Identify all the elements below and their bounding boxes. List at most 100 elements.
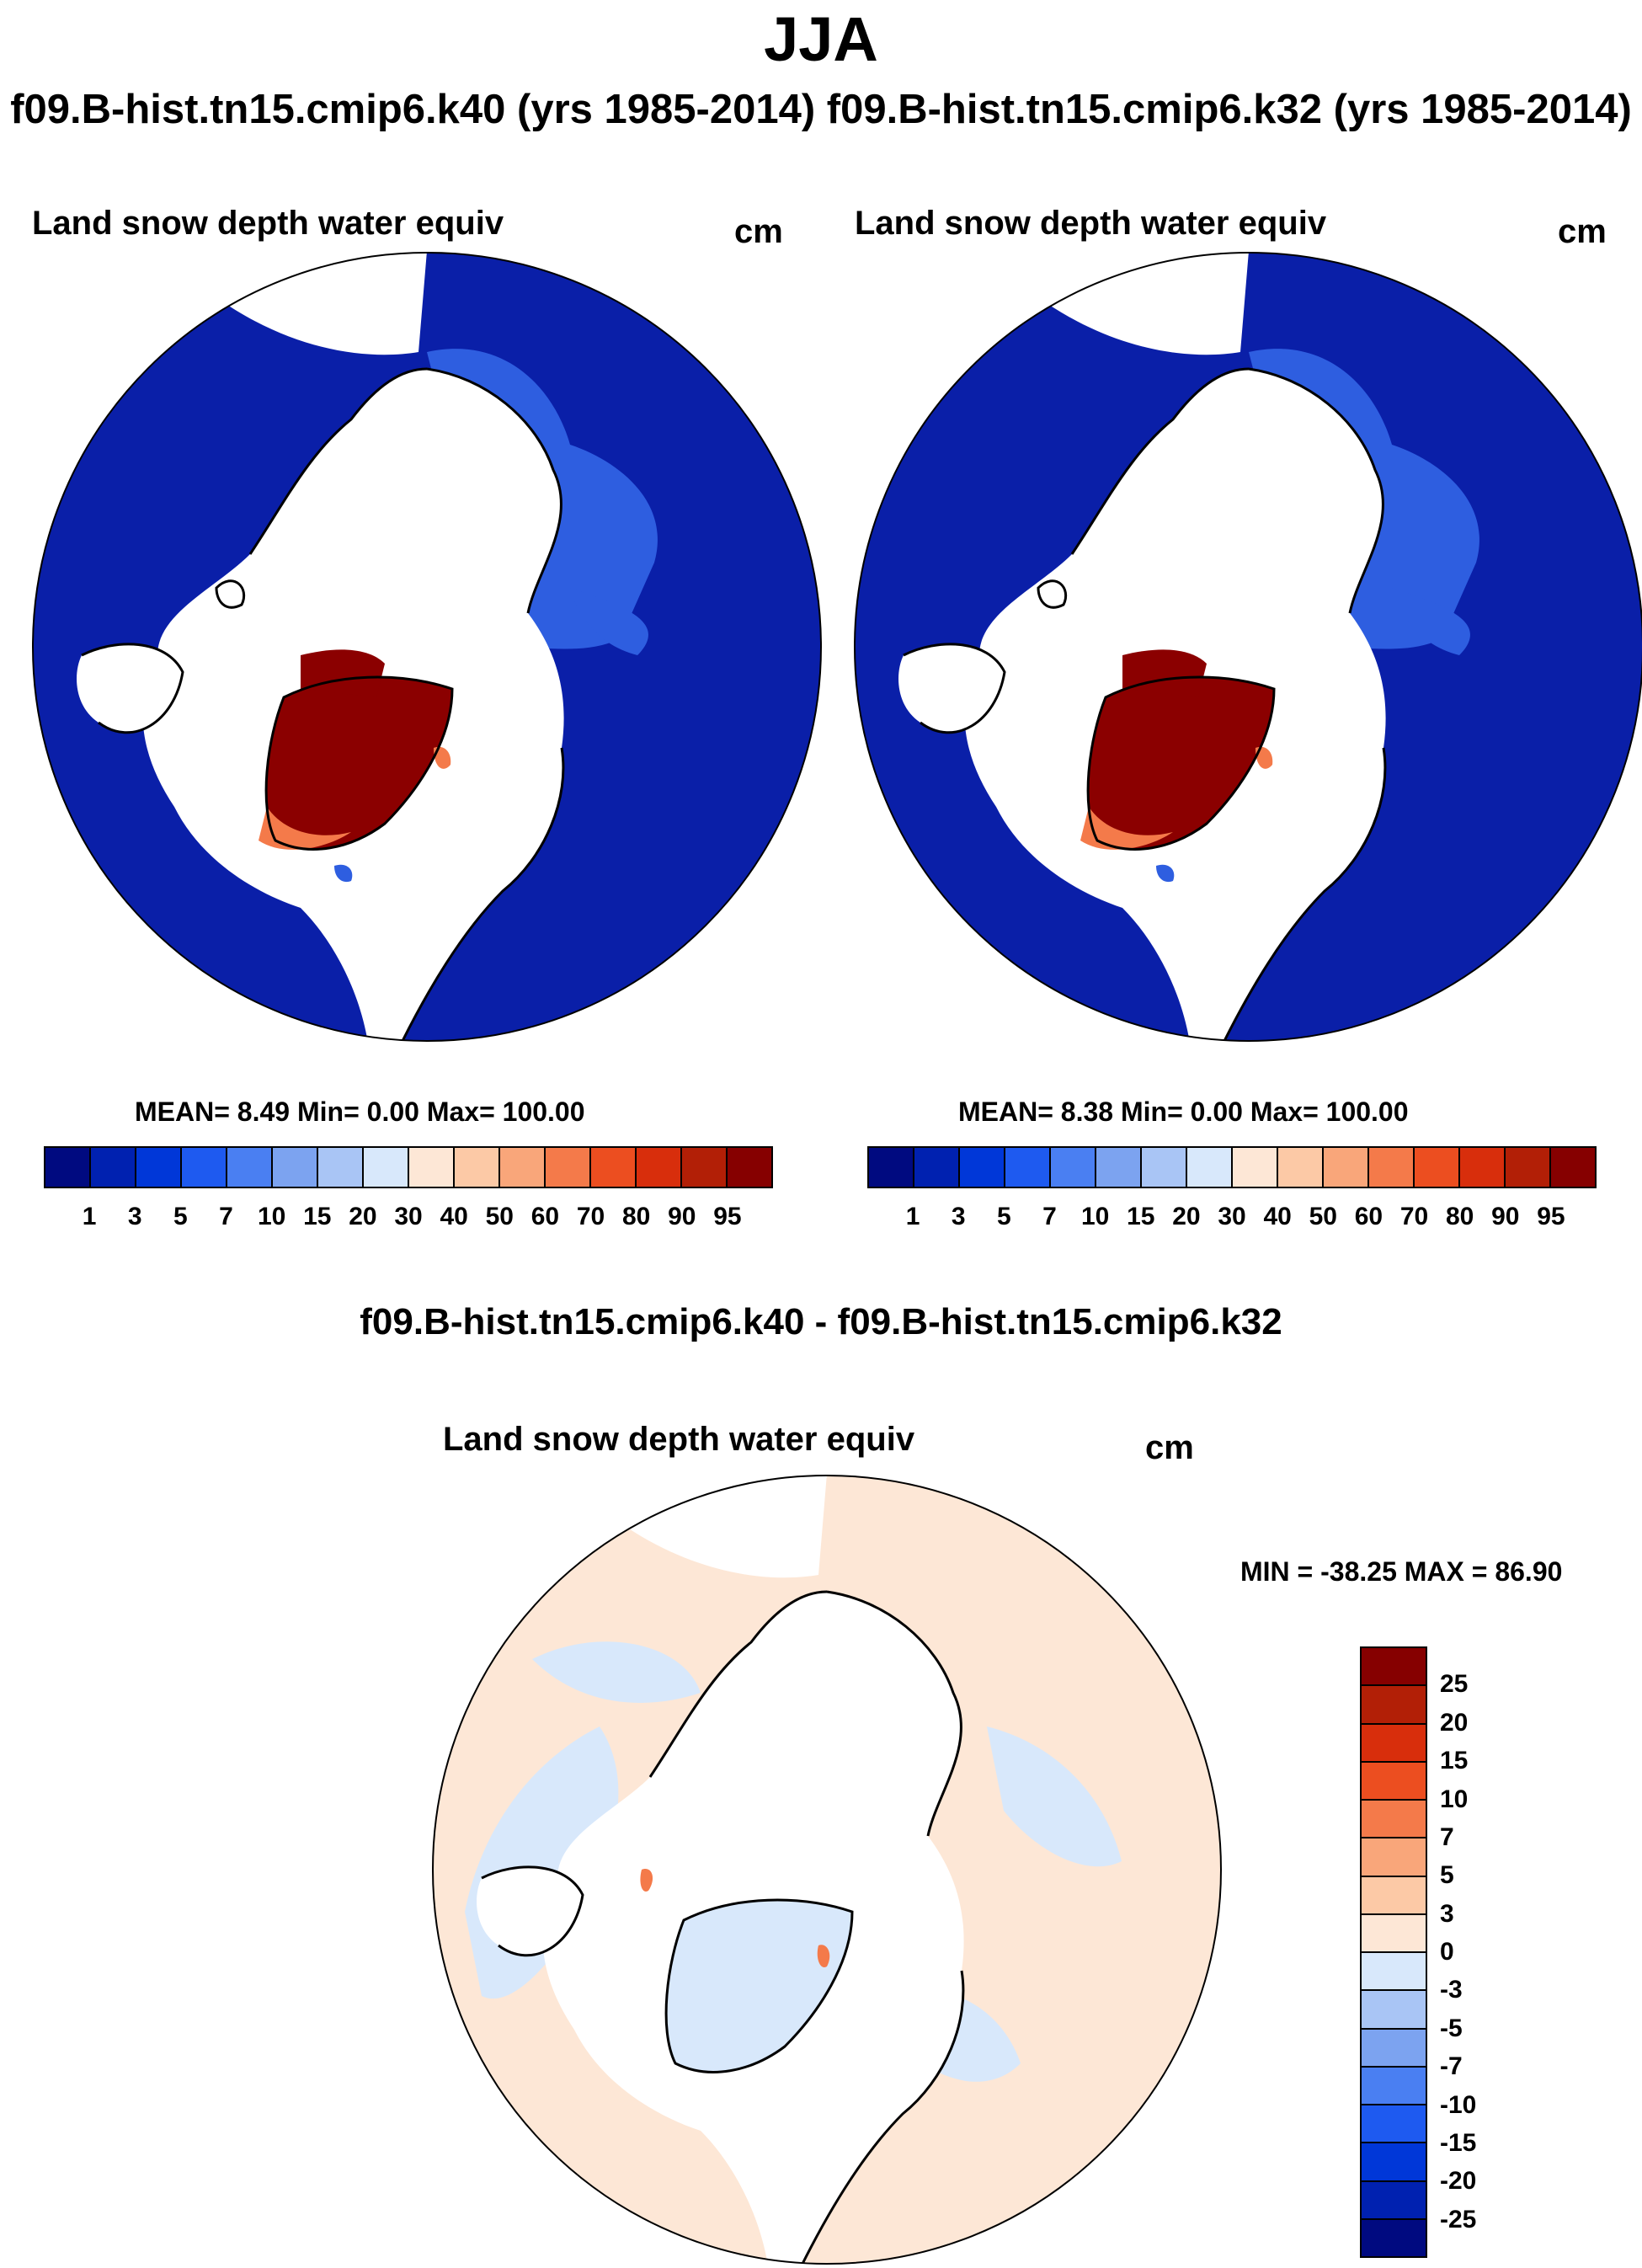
diff-panel-units: cm <box>1145 1429 1194 1466</box>
diff-colorbar-tick-label: -7 <box>1440 2052 1463 2081</box>
panel2-colorbar <box>867 1146 1597 1188</box>
panel1-colorbar-swatch <box>91 1148 136 1187</box>
panel2-colorbar-tick-label: 15 <box>1127 1203 1155 1230</box>
panel1-colorbar-tick-label: 3 <box>127 1203 142 1230</box>
diff-colorbar-tick-label: 7 <box>1440 1822 1454 1851</box>
diff-colorbar-tick-label: 5 <box>1440 1861 1454 1890</box>
panel2-colorbar-swatch <box>1551 1148 1595 1187</box>
panel1-colorbar <box>44 1146 773 1188</box>
panel2-colorbar-tick-label: 10 <box>1080 1203 1110 1230</box>
diff-colorbar-swatch <box>1362 2105 1426 2144</box>
diff-colorbar-swatch <box>1362 1876 1426 1915</box>
panel2-colorbar-swatch <box>1051 1148 1096 1187</box>
panel2-colorbar-ticks: 1 3 5 7 10 15 20 30 40 50 60 70 80 90 95 <box>867 1203 1597 1236</box>
panel2-colorbar-tick-label: 40 <box>1263 1203 1292 1230</box>
panel2-greenland <box>1080 649 1274 850</box>
diff-colorbar <box>1360 1646 1427 2258</box>
diff-colorbar-tick-label: 25 <box>1440 1670 1469 1699</box>
diff-colorbar-tick-label: -25 <box>1440 2205 1477 2233</box>
panel1-colorbar-swatch <box>728 1148 771 1187</box>
panel1-colorbar-swatch <box>500 1148 546 1187</box>
panel2-colorbar-swatch <box>960 1148 1005 1187</box>
panel1-colorbar-swatch <box>45 1148 91 1187</box>
diff-colorbar-swatch <box>1362 1838 1426 1877</box>
panel1-greenland <box>259 649 452 850</box>
panel1-colorbar-tick-label: 50 <box>485 1203 514 1230</box>
diff-colorbar-tick-label: 3 <box>1440 1899 1454 1928</box>
panel1-colorbar-swatch <box>409 1148 455 1187</box>
panel1-colorbar-tick-label: 7 <box>219 1203 233 1230</box>
figure-title: JJA <box>764 4 878 74</box>
diff-colorbar-swatch <box>1362 1724 1426 1763</box>
diff-colorbar-tick-label: 10 <box>1440 1785 1469 1813</box>
panel2-colorbar-tick-label: 90 <box>1491 1203 1520 1230</box>
panel2-colorbar-tick-label: 1 <box>905 1203 920 1230</box>
panel1-colorbar-tick-label: 60 <box>530 1203 560 1230</box>
diff-colorbar-tick-label: 0 <box>1440 1938 1454 1966</box>
diff-colorbar-swatch <box>1362 2219 1426 2256</box>
panel1-colorbar-swatch <box>136 1148 182 1187</box>
diff-colorbar-swatch <box>1362 1991 1426 2030</box>
panel1-colorbar-swatch <box>318 1148 364 1187</box>
panel1-colorbar-tick-label: 80 <box>621 1203 651 1230</box>
diff-colorbar-swatch <box>1362 2181 1426 2220</box>
diff-colorbar-swatch <box>1362 1762 1426 1801</box>
panel2-colorbar-swatch <box>1415 1148 1460 1187</box>
panel1-colorbar-swatch <box>273 1148 318 1187</box>
panel1-colorbar-tick-label: 40 <box>440 1203 468 1230</box>
panel1-colorbar-tick-label: 30 <box>394 1203 423 1230</box>
panel2-colorbar-swatch <box>914 1148 960 1187</box>
diff-panel-stats: MIN = -38.25 MAX = 86.90 <box>1240 1556 1563 1587</box>
diff-colorbar-tick-label: -5 <box>1440 2014 1463 2042</box>
panel2-colorbar-tick-label: 30 <box>1218 1203 1246 1230</box>
diff-colorbar-tick-label: 20 <box>1440 1708 1469 1737</box>
difference-heading: f09.B-hist.tn15.cmip6.k40 - f09.B-hist.t… <box>360 1301 1282 1342</box>
panel1-colorbar-tick-label: 70 <box>576 1203 605 1230</box>
panel2-colorbar-swatch <box>1233 1148 1278 1187</box>
panel1-colorbar-swatch <box>227 1148 273 1187</box>
panel1-polar-map <box>32 252 822 1042</box>
panel2-colorbar-tick-label: 5 <box>997 1203 1011 1230</box>
panel1-colorbar-swatch <box>546 1148 591 1187</box>
panel1-colorbar-tick-label: 95 <box>713 1203 742 1230</box>
diff-colorbar-tick-label: -20 <box>1440 2167 1477 2196</box>
diff-colorbar-tick-label: -15 <box>1440 2128 1477 2157</box>
panel2-colorbar-tick-label: 3 <box>951 1203 966 1230</box>
panel2-colorbar-swatch <box>1278 1148 1324 1187</box>
diff-colorbar-swatch <box>1362 1801 1426 1839</box>
panel2-units: cm <box>1558 213 1607 250</box>
diff-colorbar-tick-label: -10 <box>1440 2090 1477 2119</box>
panel1-colorbar-tick-label: 15 <box>303 1203 332 1230</box>
panel2-colorbar-swatch <box>869 1148 914 1187</box>
panel1-units: cm <box>734 213 783 250</box>
panel1-colorbar-tick-label: 90 <box>668 1203 696 1230</box>
diff-colorbar-swatch <box>1362 1914 1426 1953</box>
diff-colorbar-swatch <box>1362 1686 1426 1725</box>
panel2-colorbar-swatch <box>1506 1148 1551 1187</box>
panel2-colorbar-swatch <box>1187 1148 1233 1187</box>
panel1-colorbar-tick-label: 20 <box>349 1203 377 1230</box>
panel2-colorbar-swatch <box>1142 1148 1187 1187</box>
panel1-colorbar-swatch <box>455 1148 500 1187</box>
panel2-title: Land snow depth water equiv <box>855 205 1327 242</box>
panel2-colorbar-tick-label: 95 <box>1537 1203 1565 1230</box>
panel1-title: Land snow depth water equiv <box>32 205 504 242</box>
diff-colorbar-swatch <box>1362 2029 1426 2068</box>
diff-colorbar-swatch <box>1362 1953 1426 1992</box>
figure-subtitle: f09.B-hist.tn15.cmip6.k40 (yrs 1985-2014… <box>10 87 1632 132</box>
panel2-colorbar-tick-label: 80 <box>1445 1203 1474 1230</box>
diff-colorbar-tick-label: -3 <box>1440 1976 1463 2004</box>
panel2-polar-map <box>854 252 1642 1042</box>
panel1-colorbar-swatch <box>637 1148 682 1187</box>
panel2-colorbar-swatch <box>1005 1148 1051 1187</box>
diff-colorbar-swatch <box>1362 1648 1426 1687</box>
diff-colorbar-tick-label: 15 <box>1440 1747 1469 1775</box>
diff-colorbar-swatch <box>1362 2143 1426 2182</box>
diff-colorbar-swatch <box>1362 2067 1426 2105</box>
panel2-colorbar-tick-label: 20 <box>1172 1203 1201 1230</box>
panel1-colorbar-swatch <box>682 1148 728 1187</box>
diff-panel-title: Land snow depth water equiv <box>443 1421 915 1458</box>
panel1-colorbar-swatch <box>182 1148 227 1187</box>
panel2-colorbar-swatch <box>1460 1148 1506 1187</box>
panel1-colorbar-swatch <box>364 1148 409 1187</box>
